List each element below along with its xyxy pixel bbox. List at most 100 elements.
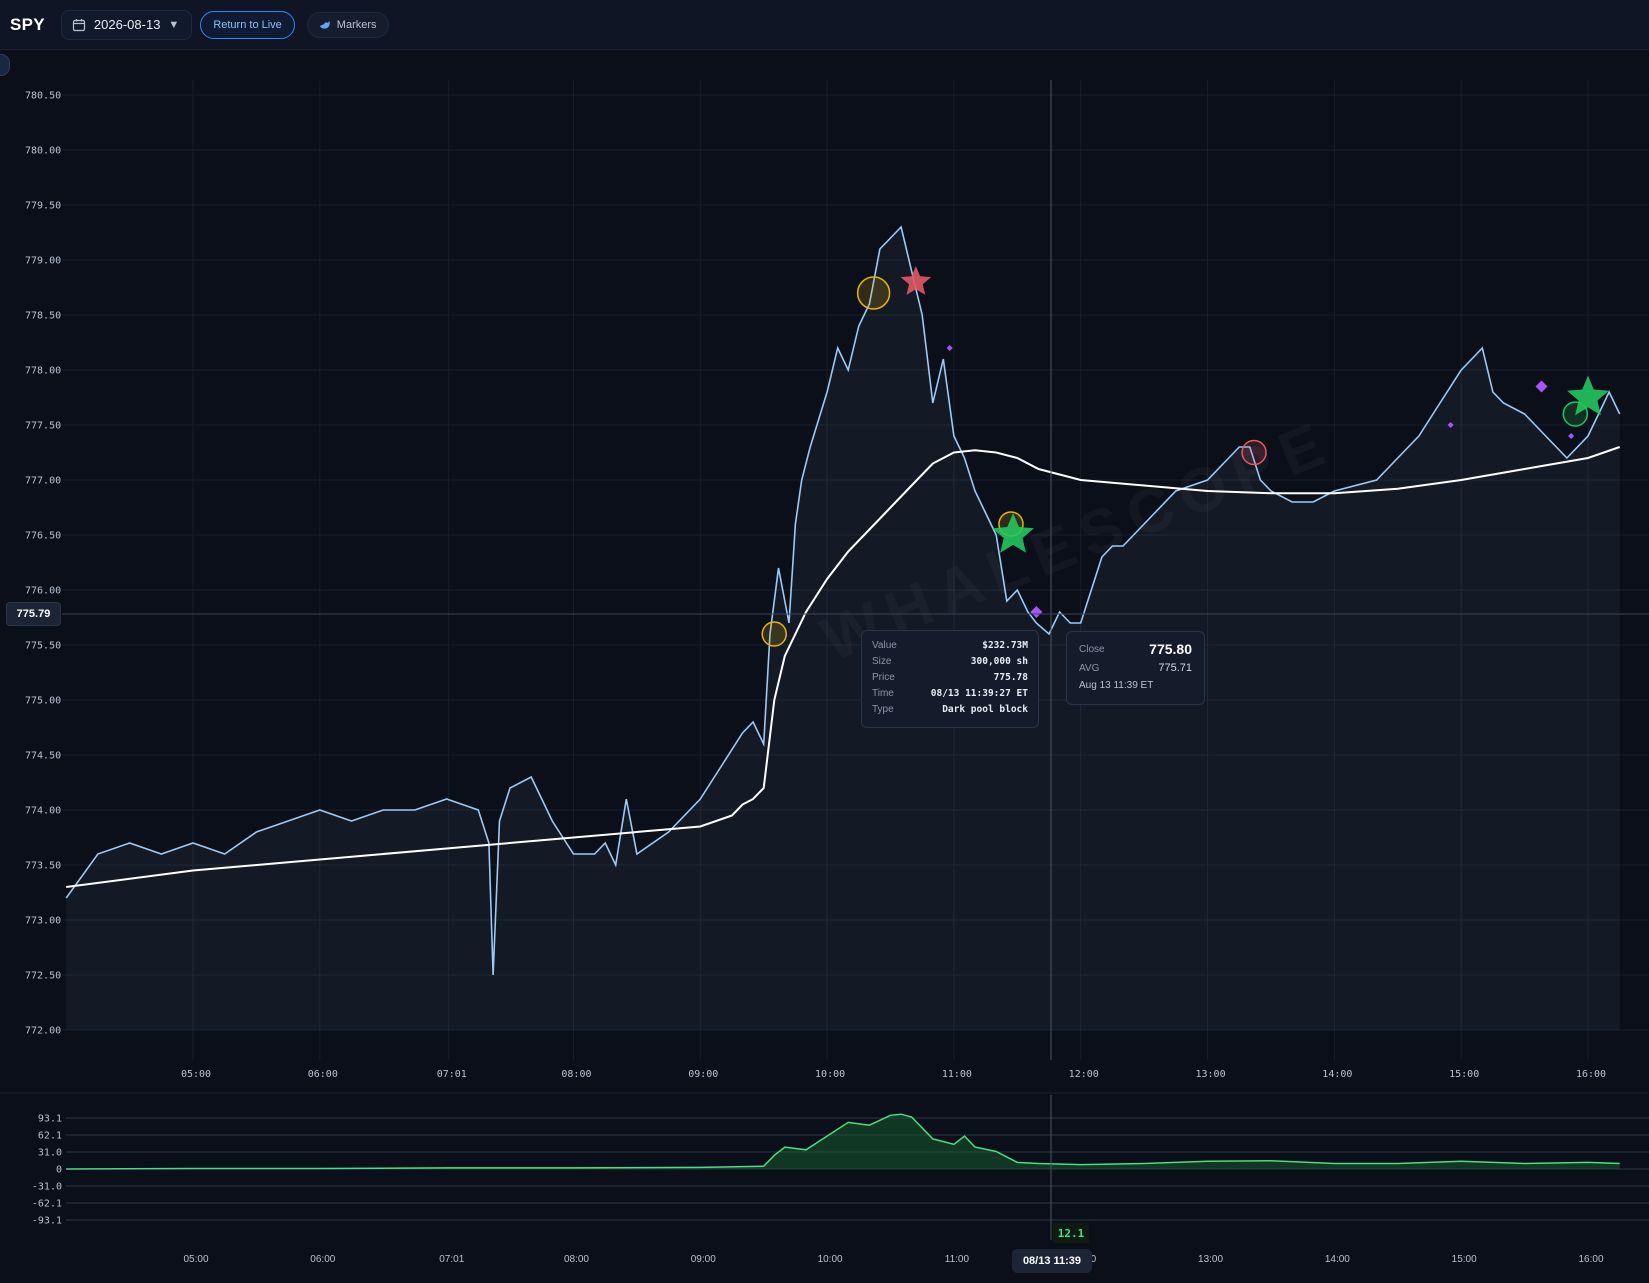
- y-axis-tick-label: 773.00: [25, 916, 61, 927]
- x-axis-tick-label: 05:00: [181, 1069, 211, 1080]
- star-marker: [1567, 375, 1609, 416]
- diamond-marker: [1535, 380, 1548, 393]
- diamond-marker: [1568, 433, 1575, 439]
- oscillator-y-tick-label: 0: [56, 1165, 62, 1176]
- y-axis-tick-label: 778.50: [25, 311, 61, 322]
- avg-value: 775.71: [1158, 662, 1192, 674]
- oscillator-x-tick-label: 16:00: [1578, 1254, 1603, 1265]
- oscillator-y-tick-label: -93.1: [32, 1216, 62, 1227]
- trade-tooltip-value: 300,000 sh: [970, 655, 1028, 667]
- trade-tooltip-value: 775.78: [993, 671, 1028, 683]
- y-axis-tick-label: 772.00: [25, 1026, 61, 1037]
- y-axis-tick-label: 777.00: [25, 476, 61, 487]
- y-axis-tick-label: 778.00: [25, 366, 61, 377]
- trade-tooltip-key: Type: [872, 703, 894, 715]
- vwap-avg-line: [66, 446, 1621, 888]
- calendar-icon: [72, 18, 86, 31]
- trade-tooltip-row: Price 775.78: [872, 669, 1028, 685]
- x-axis-tick-label: 13:00: [1195, 1069, 1225, 1080]
- oscillator-x-tick-label: 15:00: [1452, 1254, 1477, 1265]
- markers-label: Markers: [336, 18, 377, 31]
- trade-tooltip-key: Value: [872, 639, 897, 651]
- trade-tooltip-value: $232.73M: [982, 639, 1028, 651]
- avg-label: AVG: [1079, 662, 1100, 674]
- x-axis-tick-label: 06:00: [308, 1069, 338, 1080]
- star-marker: [992, 513, 1034, 553]
- diamond-marker: [1447, 422, 1454, 428]
- y-axis-tick-label: 772.50: [25, 971, 61, 982]
- x-axis-tick-label: 11:00: [942, 1069, 972, 1080]
- oscillator-x-tick-label: 13:00: [1198, 1254, 1223, 1265]
- trade-tooltip-row: Value $232.73M: [872, 637, 1028, 653]
- y-axis-tick-label: 776.50: [25, 531, 61, 542]
- date-value: 2026-08-13: [93, 17, 161, 32]
- oscillator-x-tick-label: 10:00: [818, 1254, 843, 1265]
- x-axis-tick-label: 14:00: [1322, 1069, 1352, 1080]
- y-axis-tick-label: 779.50: [25, 201, 61, 212]
- x-axis-tick-label: 16:00: [1576, 1069, 1606, 1080]
- oscillator-x-tick-label: 08:00: [564, 1254, 589, 1265]
- y-axis-tick-label: 774.00: [25, 806, 61, 817]
- bar-tooltip: Close 775.80 AVG 775.71 Aug 13 11:39 ET: [1066, 631, 1205, 705]
- oscillator-y-tick-label: 31.0: [38, 1148, 62, 1159]
- trade-tooltip-row: Type Dark pool block: [872, 701, 1028, 717]
- trade-tooltip-key: Time: [872, 687, 894, 699]
- y-axis-tick-label: 773.50: [25, 861, 61, 872]
- oscillator-x-tick-label: 07:01: [439, 1254, 464, 1265]
- star-marker: [900, 266, 932, 295]
- ticker-symbol: SPY: [10, 14, 45, 34]
- y-axis-tick-label: 775.00: [25, 696, 61, 707]
- trade-tooltip-value: Dark pool block: [942, 703, 1028, 715]
- oscillator-x-tick-label: 06:00: [310, 1254, 335, 1265]
- diamond-marker: [946, 345, 953, 351]
- oscillator-y-tick-label: 93.1: [38, 1114, 62, 1125]
- chevron-down-icon: ▼: [168, 18, 180, 31]
- y-axis-tick-label: 780.00: [25, 146, 61, 157]
- y-axis-tick-label: 775.50: [25, 641, 61, 652]
- trade-tooltip-row: Size 300,000 sh: [872, 653, 1028, 669]
- x-axis-tick-label: 09:00: [688, 1069, 718, 1080]
- close-value: 775.80: [1149, 641, 1192, 657]
- whale-icon: [319, 20, 330, 29]
- circle-marker: [1241, 439, 1267, 466]
- bar-time: Aug 13 11:39 ET: [1079, 680, 1154, 691]
- date-picker[interactable]: 2026-08-13 ▼: [60, 9, 193, 40]
- oscillator-value-label: 12.1: [1053, 1223, 1089, 1243]
- top-toolbar: SPY 2026-08-13 ▼ Return to Live Markers: [0, 0, 1649, 50]
- markers-button[interactable]: Markers: [306, 11, 389, 38]
- oscillator-line: [66, 1113, 1620, 1170]
- x-axis-tick-label: 10:00: [815, 1069, 845, 1080]
- price-area-fill: [66, 227, 1620, 1030]
- diamond-marker: [1030, 606, 1043, 618]
- oscillator-y-tick-label: 62.1: [38, 1130, 62, 1141]
- oscillator-y-tick-label: -62.1: [32, 1199, 62, 1210]
- price-line: [65, 225, 1621, 976]
- y-axis-tick-label: 774.50: [25, 751, 61, 762]
- x-axis-tick-label: 07:01: [437, 1069, 467, 1080]
- oscillator-x-tick-label: 14:00: [1325, 1254, 1350, 1265]
- crosshair-price-label: 775.79: [6, 602, 61, 626]
- y-axis-tick-label: 780.50: [25, 91, 61, 102]
- y-axis-tick-label: 776.00: [25, 586, 61, 597]
- y-axis-tick-label: 779.00: [25, 256, 61, 267]
- trade-tooltip: Value $232.73M Size 300,000 sh Price 775.78 Ti…: [861, 630, 1039, 728]
- x-axis-tick-label: 08:00: [561, 1069, 591, 1080]
- trade-tooltip-row: Time 08/13 11:39:27 ET: [872, 685, 1028, 701]
- x-axis-tick-label: 15:00: [1449, 1069, 1479, 1080]
- oscillator-x-tick-label: 11:00: [945, 1254, 970, 1265]
- trade-tooltip-value: 08/13 11:39:27 ET: [930, 687, 1028, 699]
- trade-tooltip-key: Price: [872, 671, 895, 683]
- circle-marker: [856, 276, 891, 310]
- oscillator-y-tick-label: -31.0: [32, 1181, 62, 1192]
- oscillator-x-tick-label: 09:00: [691, 1254, 716, 1265]
- oscillator-x-tick-label: 05:00: [183, 1254, 208, 1265]
- close-label: Close: [1079, 643, 1105, 655]
- y-axis-tick-label: 777.50: [25, 421, 61, 432]
- crosshair-time-label: 08/13 11:39: [1012, 1249, 1092, 1273]
- return-to-live-button[interactable]: Return to Live: [200, 10, 295, 39]
- x-axis-tick-label: 12:00: [1069, 1069, 1099, 1080]
- trade-tooltip-key: Size: [872, 655, 892, 667]
- oscillator-area: [66, 1114, 1620, 1169]
- circle-marker: [761, 621, 787, 647]
